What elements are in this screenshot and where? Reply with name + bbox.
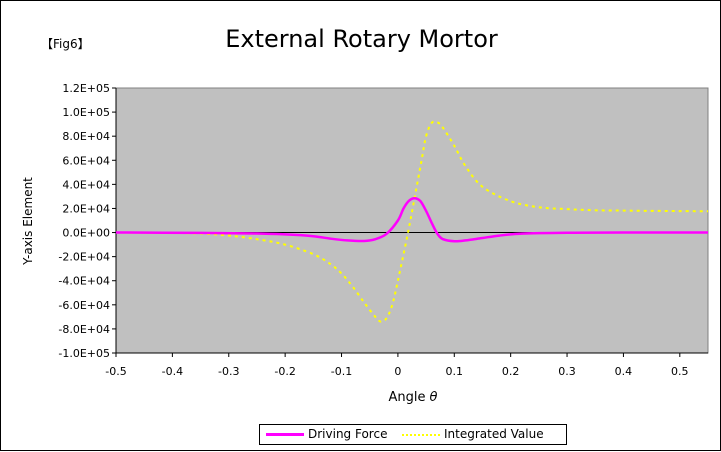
legend-swatch-driving-force <box>266 433 304 436</box>
legend-item-driving-force: Driving Force <box>266 426 387 443</box>
x-tick-label: 0.5 <box>671 365 689 378</box>
plot-area <box>115 87 709 354</box>
legend-label-driving-force: Driving Force <box>308 427 388 441</box>
legend-item-integrated-value: Integrated Value <box>402 426 544 443</box>
legend-label-integrated-value: Integrated Value <box>444 427 544 441</box>
y-tick-label: 1.0E+05 <box>62 106 110 119</box>
y-tick-label: -2.0E+04 <box>58 251 110 264</box>
x-axis-label-symbol: θ <box>429 390 438 405</box>
series-layer <box>115 120 709 323</box>
x-tick-label: -0.2 <box>274 365 295 378</box>
legend: Driving Force Integrated Value <box>259 424 567 445</box>
chart-title-text: External Rotary Mortor <box>225 25 498 53</box>
x-tick-label: -0.4 <box>162 365 183 378</box>
y-tick-label: 4.0E+04 <box>62 178 110 191</box>
x-axis-ticks: -0.5 -0.4 -0.3 -0.2 -0.1 0 0.1 0.2 0.3 0.4 0.5 <box>105 352 708 378</box>
y-tick-label: 6.0E+04 <box>62 154 110 167</box>
x-axis-label: Angle θ <box>389 390 438 405</box>
chart-title: External Rotary Mortor <box>1 25 721 53</box>
y-tick-label: 1.2E+05 <box>62 82 110 95</box>
y-tick-label: -6.0E+04 <box>58 299 110 312</box>
y-axis-ticks: 1.2E+05 1.0E+05 8.0E+04 6.0E+04 4.0E+04 2.0E+… <box>58 82 117 360</box>
x-tick-label: 0.2 <box>502 365 520 378</box>
figure-label: 【Fig6】 <box>41 37 90 51</box>
y-tick-label: -8.0E+04 <box>58 323 110 336</box>
y-axis-label: Y-axis Element <box>21 177 35 265</box>
y-tick-label: -1.0E+05 <box>58 347 110 360</box>
x-tick-label: 0.1 <box>446 365 464 378</box>
y-tick-label: 8.0E+04 <box>62 130 110 143</box>
x-axis-label-text: Angle <box>388 390 426 405</box>
legend-swatch-integrated-value <box>402 433 440 436</box>
series-line-driving-force <box>115 196 708 243</box>
x-tick-label: 0.3 <box>558 365 576 378</box>
y-tick-label: 2.0E+04 <box>62 202 110 215</box>
y-tick-label: 0.0E+00 <box>62 227 110 240</box>
y-tick-label: -4.0E+04 <box>58 275 110 288</box>
x-tick-label: -0.1 <box>331 365 352 378</box>
x-tick-label: 0 <box>394 365 401 378</box>
x-tick-label: 0.4 <box>615 365 633 378</box>
x-tick-label: -0.3 <box>218 365 239 378</box>
x-tick-label: -0.5 <box>105 365 126 378</box>
